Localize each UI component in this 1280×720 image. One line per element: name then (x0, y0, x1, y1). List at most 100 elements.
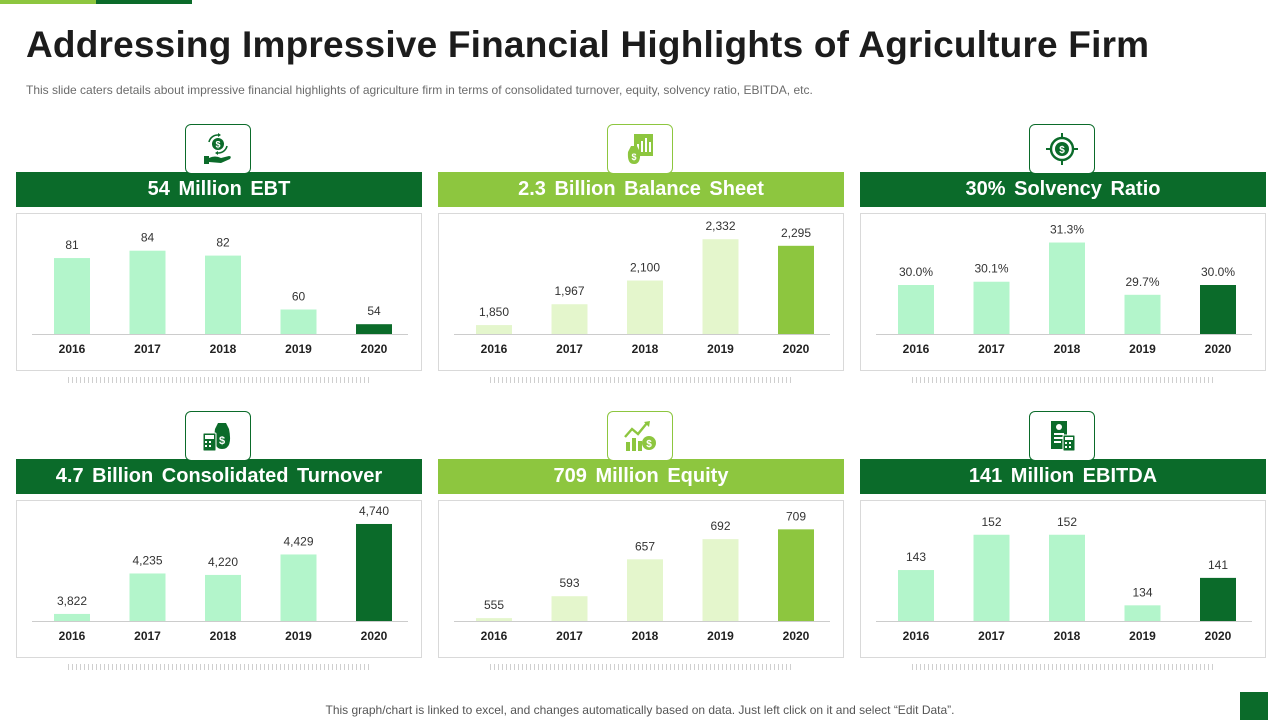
bar-2018[interactable] (627, 280, 663, 334)
panel-ebt: $ 54 Million EBT 81 2016 84 2017 82 2018 60 201… (16, 124, 422, 383)
decorative-hatch (912, 664, 1214, 670)
data-label: 555 (484, 598, 504, 612)
bar-2017[interactable] (973, 534, 1010, 621)
money-bag-calculator-icon: $ (202, 423, 231, 452)
x-tick-label: 2016 (903, 342, 930, 356)
bar-2020[interactable] (778, 529, 814, 621)
icon-box: $ (1029, 124, 1095, 174)
bar-2020[interactable] (356, 324, 392, 334)
data-label: 692 (710, 519, 730, 533)
bar-2016[interactable] (898, 285, 934, 334)
x-tick-label: 2016 (481, 629, 508, 643)
x-tick-label: 2017 (978, 629, 1005, 643)
data-label: 143 (906, 550, 926, 564)
x-tick-label: 2018 (1054, 342, 1081, 356)
x-tick-label: 2019 (1129, 629, 1156, 643)
bar-2019[interactable] (1124, 294, 1161, 334)
svg-text:$: $ (219, 435, 225, 447)
data-label: 31.3% (1050, 223, 1084, 237)
bar-2016[interactable] (898, 570, 934, 621)
data-label: 152 (981, 515, 1001, 529)
panel-equity: $ 709 Million Equity 555 2016 593 2017 657 20… (438, 411, 844, 670)
data-label: 3,822 (57, 594, 87, 608)
panel-title: 4.7 Billion Consolidated Turnover (55, 465, 383, 487)
bar-2017[interactable] (973, 281, 1010, 334)
bar-2016[interactable] (54, 258, 90, 334)
bar-2020[interactable] (1200, 577, 1236, 621)
svg-text:$: $ (646, 439, 652, 450)
bar-2017[interactable] (129, 250, 166, 334)
x-tick-label: 2018 (1054, 629, 1081, 643)
bar-2020[interactable] (778, 245, 814, 334)
bar-2019[interactable] (280, 554, 317, 621)
financial-report-icon: $ (627, 134, 653, 164)
x-tick-label: 2016 (59, 342, 86, 356)
x-tick-label: 2019 (1129, 342, 1156, 356)
bar-2017[interactable] (551, 304, 588, 334)
data-label: 4,740 (359, 504, 389, 518)
x-tick-label: 2019 (285, 629, 312, 643)
data-label: 709 (786, 509, 806, 523)
bar-2018[interactable] (205, 255, 241, 334)
decorative-hatch (68, 377, 370, 383)
bar-2020[interactable] (356, 523, 392, 621)
bar-2019[interactable] (280, 309, 317, 335)
x-tick-label: 2018 (632, 342, 659, 356)
data-label: 81 (65, 238, 79, 252)
x-tick-label: 2018 (210, 342, 237, 356)
x-tick-label: 2020 (1205, 342, 1232, 356)
x-tick-label: 2020 (361, 342, 388, 356)
bar-chart-svg: 30.0% 2016 30.1% 2017 31.3% 2018 29.7% 2019 30.0… (876, 223, 1252, 356)
x-tick-label: 2017 (134, 629, 161, 643)
footnote: This graph/chart is linked to excel, and… (325, 703, 955, 717)
chart-solvency-ratio[interactable]: 30.0% 2016 30.1% 2017 31.3% 2018 29.7% 2019 30.0… (860, 213, 1266, 371)
chart-ebitda[interactable]: 143 2016 152 2017 152 2018 134 2019 141 2020 (860, 500, 1266, 658)
bar-2016[interactable] (476, 325, 512, 334)
data-label: 4,220 (208, 555, 238, 569)
x-tick-label: 2017 (134, 342, 161, 356)
bar-2019[interactable] (702, 239, 739, 334)
bar-2017[interactable] (129, 573, 166, 621)
bar-chart-svg: 81 2016 84 2017 82 2018 60 2019 54 2020 (32, 231, 408, 356)
panel-title: 709 Million Equity (553, 465, 729, 487)
chart-ebt[interactable]: 81 2016 84 2017 82 2018 60 2019 54 2020 (16, 213, 422, 371)
x-tick-label: 2018 (632, 629, 659, 643)
bar-2018[interactable] (1049, 242, 1085, 334)
panel-balance-sheet: $ 2.3 Billion Balance Sheet 1,850 2016 1,9… (438, 124, 844, 383)
bar-2019[interactable] (702, 539, 739, 621)
bar-2020[interactable] (1200, 285, 1236, 334)
bar-2016[interactable] (476, 618, 512, 621)
icon-box (1029, 411, 1095, 461)
icon-box: $ (185, 411, 251, 461)
x-tick-label: 2016 (903, 629, 930, 643)
chart-equity[interactable]: 555 2016 593 2017 657 2018 692 2019 709 2020 (438, 500, 844, 658)
svg-text:$: $ (1059, 145, 1065, 156)
panel-title: 141 Million EBITDA (968, 465, 1158, 487)
panel-header: 54 Million EBT (16, 172, 422, 207)
panel-header: 709 Million Equity (438, 459, 844, 494)
data-label: 29.7% (1125, 275, 1159, 289)
bar-2018[interactable] (205, 574, 241, 621)
panel-header: 4.7 Billion Consolidated Turnover (16, 459, 422, 494)
x-tick-label: 2016 (481, 342, 508, 356)
bar-2017[interactable] (551, 596, 588, 621)
corner-accent (1240, 692, 1268, 720)
page-title: Addressing Impressive Financial Highligh… (26, 24, 1150, 65)
data-label: 84 (141, 231, 155, 245)
chart-consolidated-turnover[interactable]: 3,822 2016 4,235 2017 4,220 2018 4,429 2019 4,74… (16, 500, 422, 658)
bar-2018[interactable] (627, 559, 663, 621)
chart-balance-sheet[interactable]: 1,850 2016 1,967 2017 2,100 2018 2,332 2019 2,29… (438, 213, 844, 371)
x-tick-label: 2020 (361, 629, 388, 643)
icon-box: $ (185, 124, 251, 174)
data-label: 657 (635, 539, 655, 553)
bar-2018[interactable] (1049, 534, 1085, 621)
accent-bar-dark (96, 0, 192, 4)
bar-2019[interactable] (1124, 605, 1161, 621)
data-label: 141 (1208, 558, 1228, 572)
x-tick-label: 2018 (210, 629, 237, 643)
x-tick-label: 2017 (556, 629, 583, 643)
money-exchange-hand-icon: $ (204, 133, 231, 164)
bar-2016[interactable] (54, 613, 90, 621)
decorative-hatch (912, 377, 1214, 383)
panel-header: 141 Million EBITDA (860, 459, 1266, 494)
